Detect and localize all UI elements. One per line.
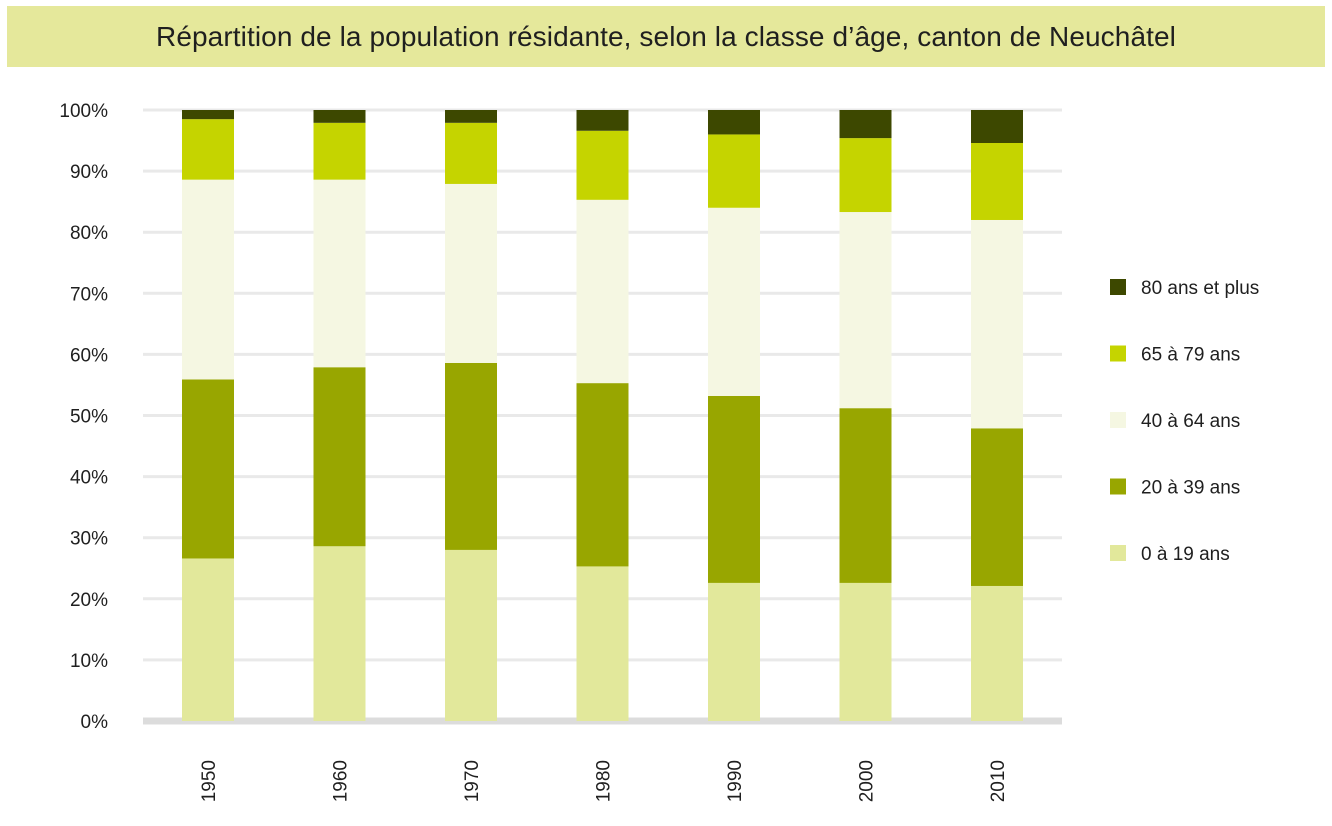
bar-stack <box>182 110 234 721</box>
legend-item: 80 ans et plus <box>1110 278 1259 299</box>
y-tick-label: 50% <box>70 407 108 428</box>
bar-segment <box>445 110 497 123</box>
bar-stack <box>708 110 760 721</box>
bar-segment <box>445 549 497 721</box>
bar-segment <box>576 199 629 384</box>
chart-title-banner: Répartition de la population résidante, … <box>7 6 1325 67</box>
legend-item: 0 à 19 ans <box>1110 544 1230 565</box>
x-tick-label: 2000 <box>857 760 878 802</box>
bar-stack <box>445 110 497 721</box>
bar-segment <box>182 558 234 721</box>
bar-segment <box>576 383 629 567</box>
legend-item: 20 à 39 ans <box>1110 478 1240 499</box>
bar-segment <box>313 122 366 180</box>
legend-label: 0 à 19 ans <box>1141 544 1230 565</box>
y-tick-label: 70% <box>70 284 108 305</box>
y-tick-label: 0% <box>81 712 109 733</box>
bar-segment <box>839 212 892 409</box>
x-axis-ticks: 1950 1960 1970 1980 1990 2000 2010 <box>199 760 1009 802</box>
bar-segment <box>576 566 629 721</box>
bars <box>182 110 1023 721</box>
bar-segment <box>839 138 892 213</box>
bar-stack <box>313 110 366 721</box>
bar-segment <box>708 110 760 135</box>
bar-segment <box>971 110 1023 143</box>
bar-segment <box>313 367 366 547</box>
bar-stack <box>576 110 629 721</box>
x-tick-label: 1950 <box>199 760 220 802</box>
bar-segment <box>182 119 234 180</box>
y-tick-label: 20% <box>70 590 108 611</box>
x-tick-label: 1960 <box>331 760 352 802</box>
bar-segment <box>708 582 760 721</box>
bar-segment <box>445 183 497 363</box>
legend-swatch <box>1110 279 1126 295</box>
bar-segment <box>313 179 366 368</box>
bar-segment <box>708 134 760 208</box>
bar-segment <box>708 395 760 583</box>
bar-segment <box>313 546 366 721</box>
x-tick-label: 2010 <box>988 760 1009 802</box>
legend-swatch <box>1110 412 1126 428</box>
bar-segment <box>971 428 1023 586</box>
x-tick-label: 1980 <box>594 760 615 802</box>
bar-segment <box>445 362 497 550</box>
legend-label: 80 ans et plus <box>1141 278 1259 299</box>
bar-stack <box>971 110 1023 721</box>
y-tick-label: 40% <box>70 468 108 489</box>
bar-segment <box>971 142 1023 220</box>
legend-label: 40 à 64 ans <box>1141 411 1240 432</box>
y-tick-label: 80% <box>70 223 108 244</box>
bar-segment <box>708 207 760 396</box>
bar-segment <box>839 582 892 721</box>
bar-stack <box>839 110 892 721</box>
x-tick-label: 1970 <box>462 760 483 802</box>
bar-segment <box>445 122 497 184</box>
bar-segment <box>182 179 234 380</box>
legend-swatch <box>1110 478 1126 495</box>
y-tick-label: 30% <box>70 529 108 550</box>
x-tick-label: 1990 <box>725 760 746 802</box>
y-axis-ticks: 0% 10% 20% 30% 40% 50% 60% 70% 80% 90% 100% <box>59 101 108 733</box>
bar-segment <box>971 219 1023 429</box>
legend-swatch <box>1110 345 1126 362</box>
legend-item: 65 à 79 ans <box>1110 345 1240 366</box>
bar-segment <box>839 110 892 139</box>
bar-segment <box>576 110 629 131</box>
y-tick-label: 100% <box>59 101 108 122</box>
bar-segment <box>182 110 234 120</box>
bar-segment <box>313 110 366 123</box>
bar-segment <box>839 408 892 583</box>
legend-label: 65 à 79 ans <box>1141 345 1240 366</box>
chart-title: Répartition de la population résidante, … <box>156 20 1176 52</box>
legend-label: 20 à 39 ans <box>1141 478 1240 499</box>
bar-segment <box>182 379 234 559</box>
legend-swatch <box>1110 545 1126 561</box>
legend-item: 40 à 64 ans <box>1110 411 1240 432</box>
legend: 80 ans et plus 65 à 79 ans 40 à 64 ans 20 à… <box>1110 278 1259 565</box>
bar-segment <box>576 130 629 200</box>
y-tick-label: 60% <box>70 345 108 366</box>
y-tick-label: 10% <box>70 651 108 672</box>
y-tick-label: 90% <box>70 162 108 183</box>
bar-segment <box>971 585 1023 721</box>
